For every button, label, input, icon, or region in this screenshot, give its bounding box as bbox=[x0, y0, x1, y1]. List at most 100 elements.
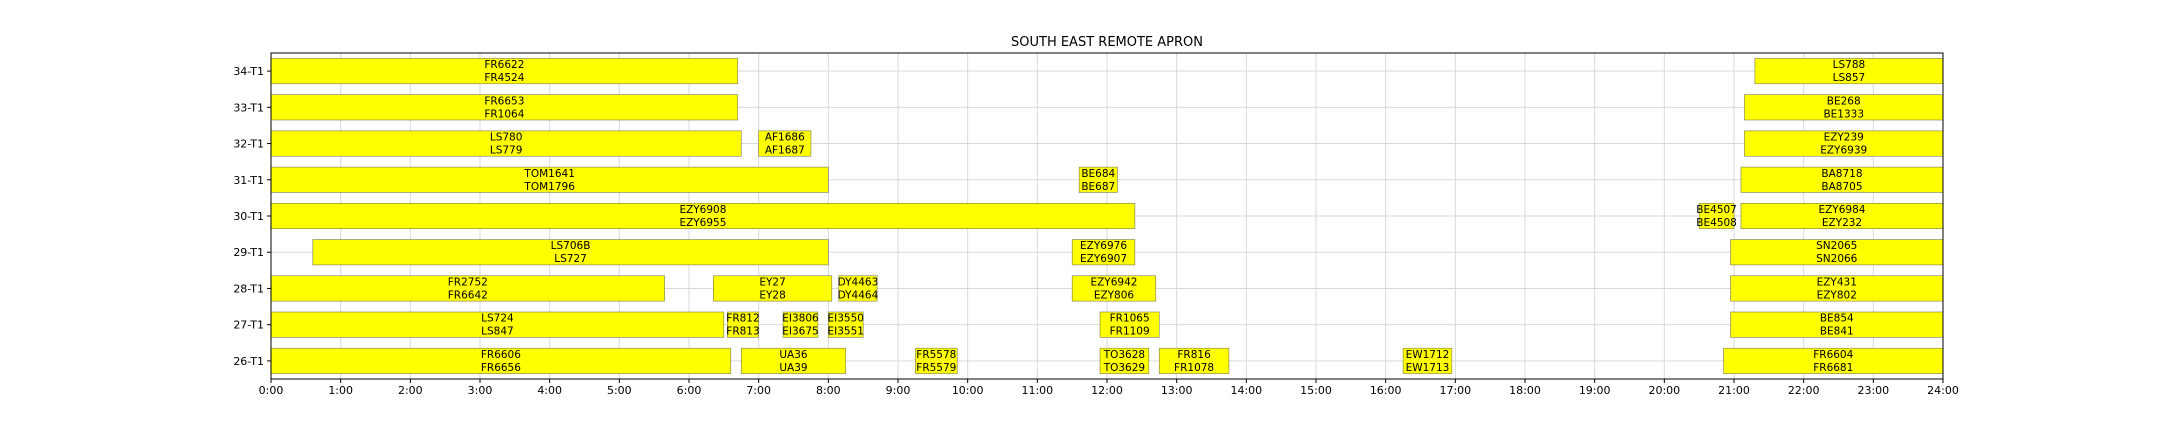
departure-flight-label: EY28 bbox=[759, 289, 785, 301]
flight-bar-rect[interactable] bbox=[1402, 347, 1453, 374]
arrival-flight-label: EI3806 bbox=[782, 313, 819, 325]
arrival-flight-label: EZY239 bbox=[1824, 132, 1864, 144]
flight-bar-rect[interactable] bbox=[270, 130, 742, 157]
flight-bar-rect[interactable] bbox=[1071, 239, 1136, 266]
departure-flight-label: BE841 bbox=[1820, 326, 1854, 338]
x-tick-label: 21:00 bbox=[1718, 384, 1750, 397]
departure-flight-label: TOM1796 bbox=[523, 181, 575, 193]
flight-bar-rect[interactable] bbox=[270, 275, 665, 302]
flight-bar-rect[interactable] bbox=[727, 311, 759, 338]
x-axis-ticks: 0:00 1:00 2:00 3:00 4:00 5:00 6:00 7:00 8:00 9:00… bbox=[259, 379, 1959, 397]
flight-bar-rect[interactable] bbox=[1723, 347, 1944, 374]
x-tick-label: 23:00 bbox=[1857, 384, 1889, 397]
flight-bar-rect[interactable] bbox=[828, 311, 864, 338]
flight-bar-rect[interactable] bbox=[270, 203, 1136, 229]
flight-bar-rect[interactable] bbox=[270, 58, 739, 85]
flight-bar-rect[interactable] bbox=[713, 275, 833, 302]
stand-label: 28-T1 bbox=[233, 282, 264, 295]
flight-bar-rect[interactable] bbox=[270, 311, 725, 338]
stand-label: 32-T1 bbox=[233, 138, 264, 151]
flight-bar-rect[interactable] bbox=[782, 311, 819, 338]
flight-bar-rect[interactable] bbox=[1099, 311, 1160, 338]
departure-flight-label: FR5579 bbox=[916, 362, 956, 374]
arrival-flight-label: EI3550 bbox=[828, 313, 864, 325]
flight-bar-rect[interactable] bbox=[915, 347, 958, 374]
x-tick-label: 0:00 bbox=[259, 384, 284, 397]
arrival-flight-label: FR6622 bbox=[484, 59, 524, 71]
flight-bar-rect[interactable] bbox=[740, 347, 847, 374]
departure-flight-label: EZY6939 bbox=[1820, 145, 1867, 157]
flight-bar-rect[interactable] bbox=[1740, 166, 1944, 193]
flight-bar-rect[interactable] bbox=[838, 275, 878, 302]
arrival-flight-label: FR6606 bbox=[481, 349, 521, 361]
flight-bar-rect[interactable] bbox=[312, 239, 829, 266]
flight-bar-rect[interactable] bbox=[1071, 275, 1157, 302]
departure-flight-label: AF1687 bbox=[765, 145, 805, 157]
x-tick-label: 5:00 bbox=[607, 384, 632, 397]
flight-bar-rect[interactable] bbox=[1158, 347, 1230, 374]
flight-bar-rect[interactable] bbox=[1730, 311, 1944, 338]
flight-bar-rect[interactable] bbox=[1698, 203, 1735, 229]
arrival-flight-label: FR5578 bbox=[916, 349, 956, 361]
departure-flight-label: BA8705 bbox=[1821, 181, 1862, 193]
departure-flight-label: FR813 bbox=[726, 326, 759, 338]
arrival-flight-label: FR6604 bbox=[1813, 349, 1853, 361]
arrival-flight-label: DY4463 bbox=[838, 276, 879, 288]
departure-flight-label: DY4464 bbox=[838, 289, 879, 301]
flight-bar-rect[interactable] bbox=[270, 347, 732, 374]
arrival-flight-label: EZY6942 bbox=[1090, 276, 1137, 288]
flight-bar-rect[interactable] bbox=[1740, 203, 1944, 229]
arrival-flight-label: AF1686 bbox=[765, 132, 805, 144]
flight-bar-rect[interactable] bbox=[1078, 166, 1118, 193]
flight-bar-rect[interactable] bbox=[270, 94, 739, 121]
flight-bar-rect[interactable] bbox=[1730, 239, 1944, 266]
arrival-flight-label: LS788 bbox=[1833, 59, 1866, 71]
flight-bar-rect[interactable] bbox=[1754, 58, 1944, 85]
flight-bar-rect[interactable] bbox=[1744, 94, 1944, 121]
departure-flight-label: EZY802 bbox=[1817, 289, 1857, 301]
departure-flight-label: LS727 bbox=[554, 253, 587, 265]
x-tick-label: 17:00 bbox=[1439, 384, 1471, 397]
flight-bar-rect[interactable] bbox=[270, 166, 829, 193]
departure-flight-label: FR6656 bbox=[481, 362, 521, 374]
departure-flight-label: TO3629 bbox=[1103, 362, 1145, 374]
arrival-flight-label: EZY6984 bbox=[1818, 204, 1865, 216]
flight-bar-rect[interactable] bbox=[758, 130, 812, 157]
flight-bar-rect[interactable] bbox=[1099, 347, 1150, 374]
